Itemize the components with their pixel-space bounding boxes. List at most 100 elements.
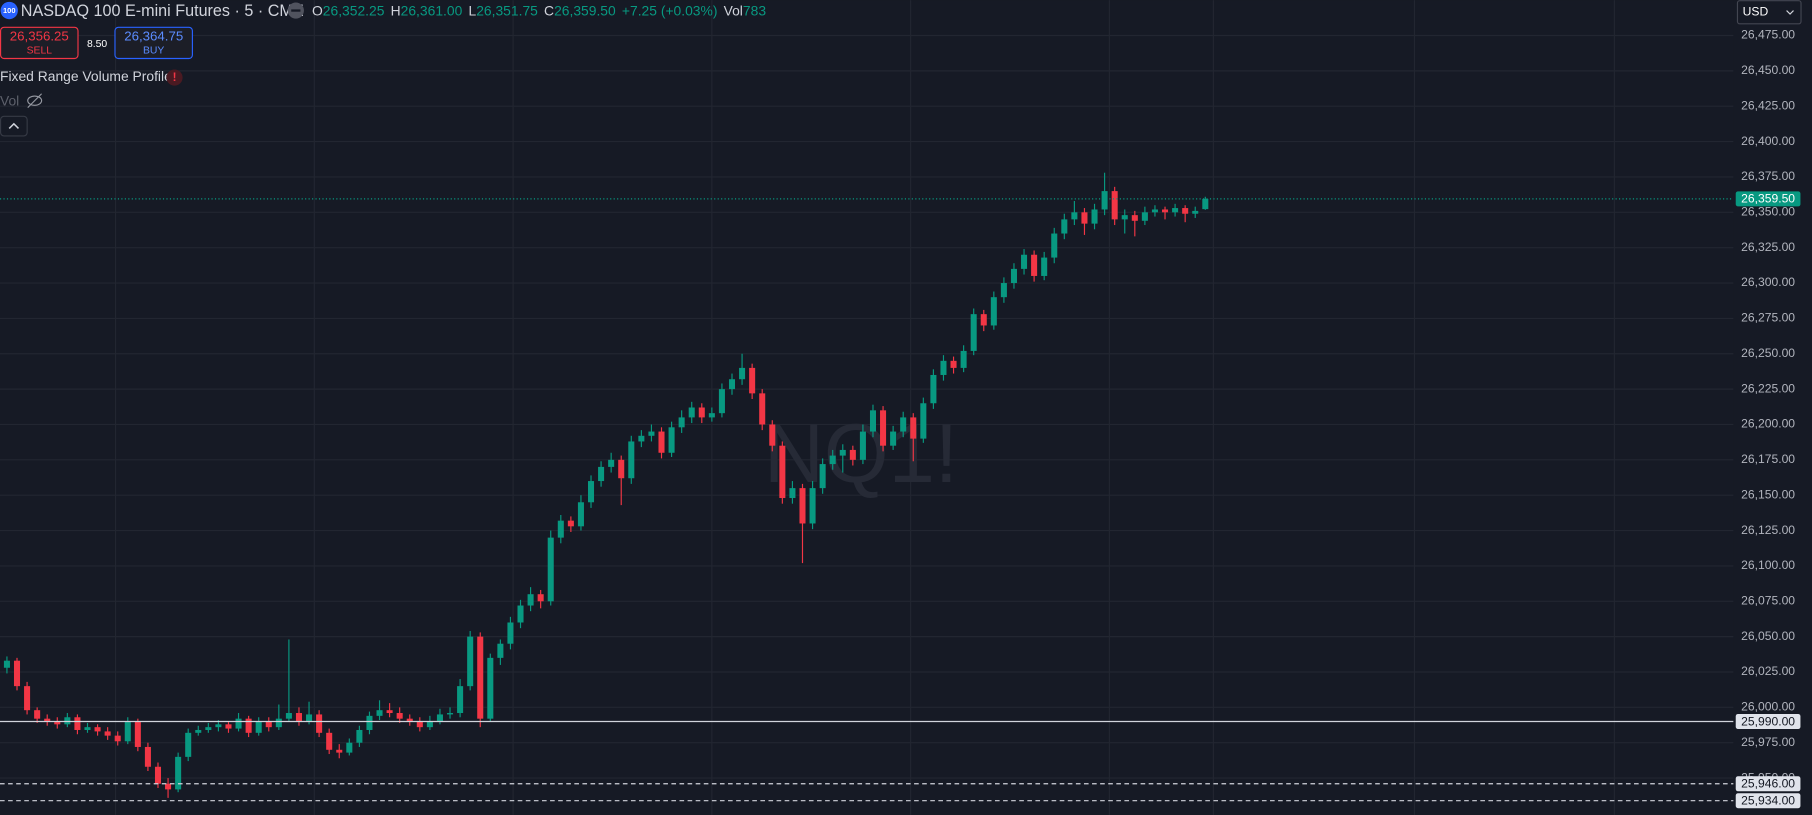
candle-body [779, 445, 786, 499]
y-tick-label: 26,275.00 [1741, 311, 1795, 325]
candle-body [678, 417, 685, 428]
candle-body [215, 724, 222, 728]
candle-body [416, 721, 423, 728]
candle-body [658, 431, 665, 453]
vol-key: Vol [724, 2, 743, 18]
candle-body [195, 729, 202, 733]
candle-body [829, 455, 836, 465]
candle-body [44, 718, 51, 722]
price-tag-label: 25,934.00 [1741, 793, 1795, 807]
candle-body [880, 410, 887, 446]
price-tag [1735, 713, 1801, 730]
h-value: 26,361.00 [401, 2, 463, 18]
currency-select[interactable] [1736, 0, 1802, 25]
candle-body [1010, 268, 1017, 284]
candle-body [376, 710, 383, 716]
candle-body [920, 403, 927, 439]
candle-body [628, 441, 635, 479]
vol-value: 783 [743, 2, 766, 18]
candle-body [1000, 283, 1007, 298]
candle-body [1021, 254, 1028, 269]
collapse-button[interactable] [0, 115, 28, 137]
candle-body [457, 686, 464, 714]
o-key: O [312, 2, 323, 18]
candle-body [104, 731, 111, 736]
candle-body [1061, 219, 1068, 234]
candle-body [1121, 215, 1128, 220]
eye-icon [27, 95, 43, 106]
c-key: C [544, 2, 554, 18]
candle-body [1202, 198, 1209, 210]
last-price-label: 26,359.50 [1741, 192, 1795, 206]
candle-body [1111, 191, 1118, 220]
candle-body [718, 389, 725, 414]
symbol-title[interactable]: NASDAQ 100 E-mini Futures · 5 · CME [21, 2, 304, 20]
y-tick-label: 26,425.00 [1741, 98, 1795, 112]
buy-price: 26,364.75 [124, 29, 183, 44]
candle-body [587, 481, 595, 503]
hidden-icon[interactable] [27, 93, 43, 109]
candle-body [567, 520, 574, 527]
candle-body [1172, 208, 1179, 213]
candle-body [306, 714, 313, 722]
candle-body [447, 713, 454, 715]
candle-body [869, 410, 877, 432]
candle-body [698, 407, 705, 418]
candle-body [154, 766, 162, 784]
indicator-name[interactable]: Vol [0, 92, 19, 108]
candle-body [477, 636, 484, 719]
grid [0, 34, 1734, 779]
candle-body [245, 718, 252, 733]
sell-button[interactable] [0, 26, 79, 60]
indicator-alert[interactable] [166, 69, 183, 86]
candle-body [24, 686, 31, 711]
candle-body [950, 360, 957, 368]
candle-body [1081, 212, 1088, 224]
candle-body [295, 713, 302, 722]
eye-slash [27, 93, 43, 109]
y-tick-label: 25,975.00 [1741, 735, 1795, 749]
c-value: 26,359.50 [554, 2, 616, 18]
badge-text: 100 [3, 6, 16, 15]
candle-body [1131, 215, 1138, 221]
candle-body [1031, 254, 1038, 276]
l-value: 26,351.75 [476, 2, 538, 18]
candle-body [577, 502, 584, 527]
candle-body [346, 742, 353, 753]
symbol-badge[interactable] [0, 1, 18, 20]
candle-body [275, 718, 282, 728]
price-tags: 25,990.00 25,946.00 25,934.00 26,359.50 [1735, 191, 1801, 809]
y-tick-label: 26,150.00 [1741, 487, 1795, 501]
candle-body [557, 520, 564, 538]
o-value: 26,352.25 [323, 2, 385, 18]
sell-label: SELL [27, 46, 53, 57]
candle-body [366, 715, 373, 730]
buy-button[interactable] [114, 26, 193, 60]
candle-body [1091, 209, 1098, 224]
candle-body [235, 718, 242, 729]
y-tick-label: 26,200.00 [1741, 417, 1795, 431]
l-key: L [468, 2, 476, 18]
price-axis [1733, 0, 1812, 815]
candle-body [1041, 257, 1048, 276]
candle-body [1162, 209, 1169, 213]
y-tick-label: 26,325.00 [1741, 240, 1795, 254]
candle-body [94, 727, 101, 732]
candle-body [839, 449, 846, 456]
y-tick-label: 26,025.00 [1741, 664, 1795, 678]
last-price-tag [1735, 191, 1801, 207]
candle-body [688, 407, 695, 418]
candle-body [940, 360, 947, 375]
indicator-name[interactable]: Fixed Range Volume Profile [0, 68, 172, 84]
y-tick-label: 26,125.00 [1741, 523, 1795, 537]
y-tick-label: 26,400.00 [1741, 134, 1795, 148]
candle-body [426, 721, 433, 728]
candle-body [648, 431, 655, 436]
candle-body [507, 622, 514, 644]
candle-body [336, 749, 343, 753]
candle-body [34, 710, 41, 719]
y-tick-label: 26,300.00 [1741, 275, 1795, 289]
y-tick-label: 26,250.00 [1741, 346, 1795, 360]
candle-body [165, 783, 172, 790]
market-status-icon [291, 9, 301, 12]
